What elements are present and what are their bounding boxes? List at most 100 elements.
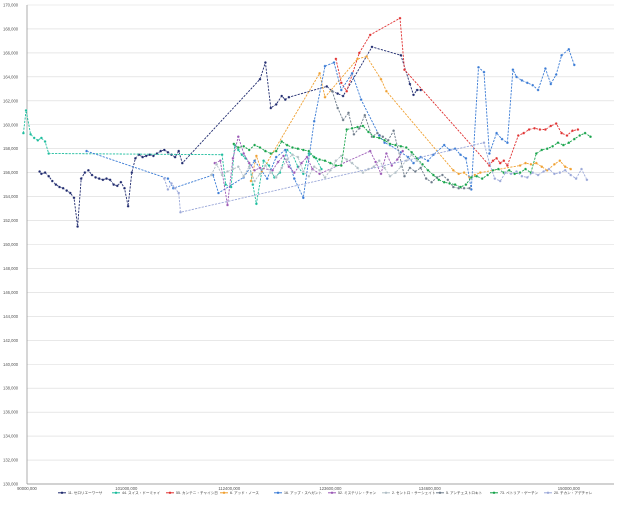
x-tick-label: 123600,000 xyxy=(319,486,342,491)
data-point xyxy=(383,138,387,142)
data-point xyxy=(68,191,72,195)
data-point xyxy=(399,53,403,57)
data-point xyxy=(524,167,527,171)
data-point xyxy=(487,152,491,155)
data-point xyxy=(323,95,327,99)
data-point xyxy=(518,164,522,167)
data-point xyxy=(179,210,182,214)
data-point xyxy=(412,93,415,97)
data-point xyxy=(267,164,271,167)
data-point xyxy=(47,174,51,178)
data-point xyxy=(287,95,291,99)
data-point xyxy=(350,71,354,75)
data-point xyxy=(527,128,531,131)
legend-swatch-marker xyxy=(384,491,388,494)
data-point xyxy=(426,159,430,163)
data-point xyxy=(262,159,266,163)
data-point xyxy=(583,131,587,135)
data-point xyxy=(39,172,43,176)
series-4 xyxy=(249,55,573,183)
data-point xyxy=(504,171,508,175)
data-point xyxy=(580,167,583,171)
data-point xyxy=(560,131,564,135)
data-point xyxy=(269,152,273,155)
data-point xyxy=(363,113,367,117)
data-point xyxy=(166,177,170,181)
data-point xyxy=(341,118,345,122)
legend-swatch-marker xyxy=(492,491,496,494)
y-tick-label: 158,000 xyxy=(3,146,19,151)
data-point xyxy=(263,149,267,153)
data-point xyxy=(534,161,538,165)
data-point xyxy=(542,170,546,173)
data-point xyxy=(383,166,387,170)
data-point xyxy=(231,167,235,171)
data-point xyxy=(412,161,415,165)
data-point xyxy=(531,171,535,175)
legend-label: 6. アッド・ノース xyxy=(230,490,259,495)
data-point xyxy=(536,88,540,92)
data-point xyxy=(166,187,170,191)
data-point xyxy=(162,177,166,181)
data-point xyxy=(291,146,294,149)
data-point xyxy=(468,186,471,190)
data-point xyxy=(305,155,309,159)
data-point xyxy=(215,162,219,166)
data-point xyxy=(328,168,332,172)
data-point xyxy=(383,141,387,145)
data-point xyxy=(263,61,267,64)
data-point xyxy=(424,177,428,181)
data-point xyxy=(43,140,47,143)
data-point xyxy=(384,152,388,155)
data-point xyxy=(361,124,365,128)
data-point xyxy=(558,171,562,175)
data-point xyxy=(518,171,522,175)
data-point xyxy=(399,144,403,148)
data-point xyxy=(368,33,372,37)
data-point xyxy=(323,175,327,179)
data-point xyxy=(54,183,58,187)
data-point xyxy=(254,202,258,206)
data-point xyxy=(220,153,224,157)
data-point xyxy=(173,186,177,190)
data-point xyxy=(384,89,388,93)
data-point xyxy=(507,168,511,172)
data-point xyxy=(388,174,392,178)
data-point xyxy=(112,183,116,187)
data-point xyxy=(274,155,278,159)
legend-label: 11. セロリエーワーサ xyxy=(68,490,103,495)
data-point xyxy=(296,155,300,159)
data-point xyxy=(500,137,504,141)
data-point xyxy=(258,77,262,81)
data-point xyxy=(350,126,354,130)
data-point xyxy=(253,159,257,163)
data-point xyxy=(431,173,435,177)
data-point xyxy=(403,68,406,72)
y-tick-label: 134,000 xyxy=(3,434,19,439)
data-point xyxy=(477,65,480,69)
data-point xyxy=(336,92,340,96)
data-point xyxy=(209,173,213,177)
data-point xyxy=(65,189,69,193)
data-point xyxy=(330,89,334,93)
y-tick-label: 164,000 xyxy=(3,74,19,79)
data-point xyxy=(540,165,544,169)
legend-layer: 11. セロリエーワーサ 44. スイス・ドーミャイ 55. カンテニ・チャイシ日 6… xyxy=(58,490,593,495)
series-line xyxy=(163,142,588,213)
data-point xyxy=(505,164,509,167)
data-point xyxy=(515,75,518,79)
data-point xyxy=(292,171,296,175)
legend-label: 2. セントロ・サーシェイト xyxy=(392,490,436,495)
data-point xyxy=(173,155,177,159)
data-point xyxy=(440,173,444,177)
data-point xyxy=(336,106,340,110)
y-tick-label: 140,000 xyxy=(3,362,19,367)
data-point xyxy=(32,136,36,140)
data-point xyxy=(301,148,305,152)
data-point xyxy=(274,149,278,153)
data-point xyxy=(565,134,569,137)
data-point xyxy=(345,128,349,131)
data-point xyxy=(572,63,576,67)
